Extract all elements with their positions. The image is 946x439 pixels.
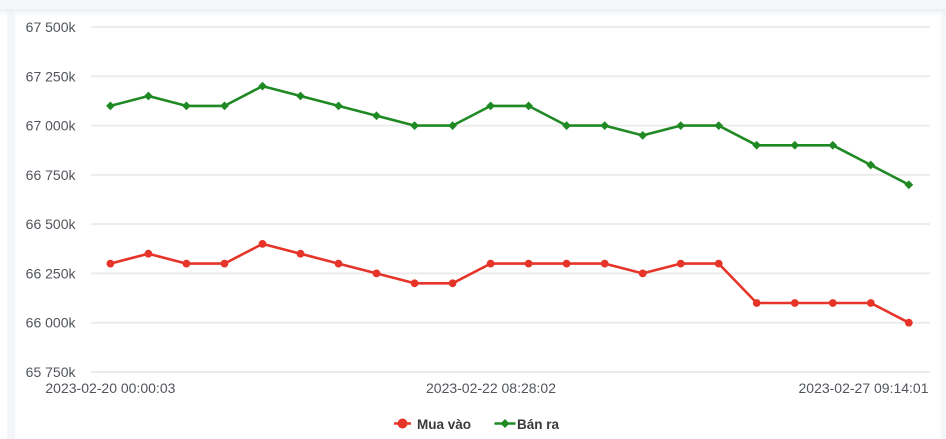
- svg-text:67 000k: 67 000k: [26, 118, 77, 134]
- svg-text:66 000k: 66 000k: [26, 315, 77, 331]
- svg-text:Mua vào: Mua vào: [417, 417, 471, 432]
- svg-text:2023-02-20 00:00:03: 2023-02-20 00:00:03: [45, 380, 175, 396]
- svg-text:65 750k: 65 750k: [26, 364, 77, 380]
- svg-text:67 500k: 67 500k: [26, 19, 77, 35]
- svg-text:67 250k: 67 250k: [26, 68, 77, 84]
- svg-text:2023-02-22 08:28:02: 2023-02-22 08:28:02: [426, 380, 556, 396]
- svg-text:Bán ra: Bán ra: [517, 417, 560, 432]
- svg-text:66 500k: 66 500k: [26, 216, 77, 232]
- svg-text:66 250k: 66 250k: [26, 265, 77, 281]
- svg-text:2023-02-27 09:14:01: 2023-02-27 09:14:01: [799, 380, 929, 396]
- svg-text:66 750k: 66 750k: [26, 167, 77, 183]
